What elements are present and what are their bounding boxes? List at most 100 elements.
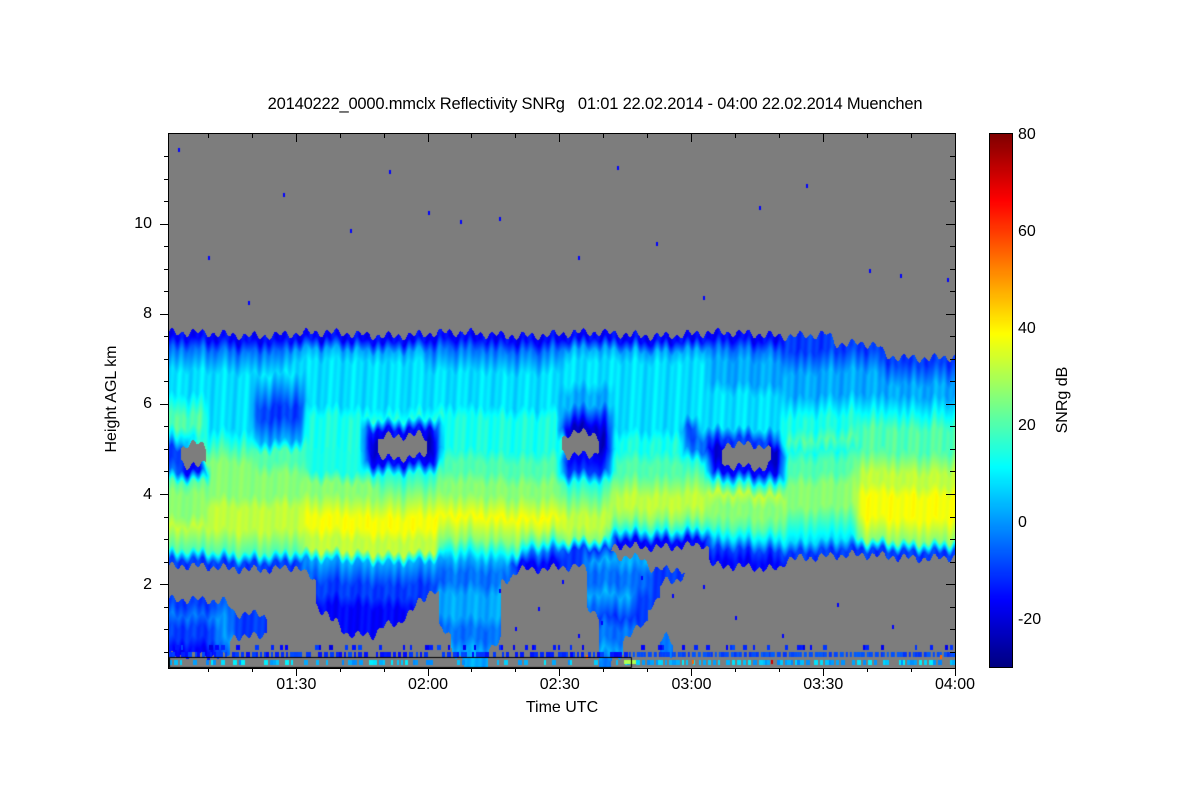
x-axis-title: Time UTC [525,699,599,716]
y-axis-major-tick-right [946,403,955,405]
x-axis-major-tick-top [691,134,693,142]
x-axis-minor-tick-top [603,134,605,138]
y-axis-minor-tick-right [950,358,955,360]
colorbar-tick-label: 40 [1018,319,1036,337]
y-axis-minor-tick [164,156,169,158]
x-axis-major-tick-top [822,134,824,142]
x-axis-minor-tick [778,668,780,672]
colorbar-tick-label: -20 [1018,610,1042,628]
x-axis-major-tick-top [427,134,429,142]
y-axis-major-tick-right [946,584,955,586]
y-axis-minor-tick [164,381,169,383]
x-axis-major-tick [822,668,824,676]
y-axis-minor-tick-right [950,539,955,541]
x-tick-label: 01:30 [276,676,317,693]
x-axis-minor-tick [383,668,385,672]
x-axis-minor-tick-top [515,134,517,138]
y-axis-minor-tick-right [950,471,955,473]
y-axis-minor-tick-right [950,268,955,270]
colorbar-tick-label: 80 [1018,126,1036,143]
y-axis-minor-tick-right [950,561,955,563]
y-axis-major-tick [160,223,169,225]
y-axis-minor-tick [164,651,169,653]
x-axis-minor-tick-top [910,134,912,138]
y-axis-minor-tick [164,358,169,360]
heatmap-plot-area [168,133,956,669]
x-axis-minor-tick-top [866,134,868,138]
y-axis-minor-tick-right [950,336,955,338]
y-tick-label: 10 [134,215,152,233]
y-axis-minor-tick-right [950,291,955,293]
x-axis-minor-tick [208,668,210,672]
y-axis-minor-tick [164,178,169,180]
y-axis-major-tick-right [946,223,955,225]
x-axis-minor-tick [647,668,649,672]
y-axis-major-tick [160,494,169,495]
y-axis-minor-tick [164,291,169,293]
x-axis-major-tick [559,668,561,676]
x-axis-major-tick [691,668,693,676]
plot-title: 20140222_0000.mmclx Reflectivity SNRg 01… [267,95,923,113]
x-tick-label: 03:30 [803,676,844,693]
colorbar-tick-label: 20 [1018,416,1036,434]
y-axis-minor-tick [164,516,169,518]
y-axis-minor-tick-right [950,178,955,180]
y-tick-label: 2 [143,575,152,593]
x-axis-minor-tick-top [647,134,649,138]
y-axis-minor-tick-right [950,606,955,608]
colorbar [989,133,1013,668]
x-axis-major-tick [427,668,429,676]
colorbar-title: SNRg dB [1054,366,1071,434]
y-axis-minor-tick-right [950,201,955,203]
y-axis-minor-tick [164,561,169,563]
y-axis-minor-tick-right [950,516,955,518]
y-axis-minor-tick [164,629,169,631]
colorbar-tick-label: 0 [1018,513,1027,531]
y-axis-minor-tick-right [950,156,955,158]
y-axis-major-tick-right [946,313,955,315]
y-axis-minor-tick [164,268,169,270]
x-axis-minor-tick-top [383,134,385,138]
x-tick-label: 02:30 [539,676,580,693]
y-axis-major-tick [160,313,169,315]
x-axis-minor-tick-top [339,134,341,138]
x-tick-label: 02:00 [408,676,449,693]
x-axis-minor-tick-top [778,134,780,138]
x-axis-major-tick-top [559,134,561,142]
x-axis-minor-tick-top [251,134,253,138]
x-axis-minor-tick-top [734,134,736,138]
y-axis-minor-tick-right [950,629,955,631]
y-tick-label: 8 [143,305,152,323]
x-axis-minor-tick-top [471,134,473,138]
y-axis-minor-tick-right [950,426,955,428]
y-axis-minor-tick-right [950,381,955,383]
x-axis-minor-tick [471,668,473,672]
x-tick-label: 04:00 [934,676,976,693]
y-axis-minor-tick [164,336,169,338]
x-axis-minor-tick [734,668,736,672]
x-axis-major-tick [295,668,297,676]
y-axis-minor-tick [164,606,169,608]
x-axis-minor-tick [603,668,605,672]
y-axis-major-tick [160,403,169,405]
x-tick-label: 03:00 [671,676,712,693]
x-axis-minor-tick [866,668,868,672]
x-axis-minor-tick [910,668,912,672]
x-axis-minor-tick [515,668,517,672]
colorbar-tick-label: 60 [1018,222,1036,240]
y-axis-minor-tick-right [950,651,955,653]
x-axis-minor-tick-top [208,134,210,138]
y-axis-minor-tick [164,539,169,541]
y-axis-minor-tick [164,426,169,428]
y-axis-major-tick-right [946,494,955,495]
colorbar-canvas [990,134,1012,667]
y-axis-minor-tick [164,201,169,203]
y-axis-minor-tick [164,448,169,450]
y-axis-minor-tick-right [950,246,955,248]
x-axis-major-tick-top [954,134,956,142]
x-axis-major-tick [954,668,956,676]
y-axis-minor-tick [164,471,169,473]
y-axis-minor-tick [164,246,169,248]
y-axis-minor-tick-right [950,448,955,450]
